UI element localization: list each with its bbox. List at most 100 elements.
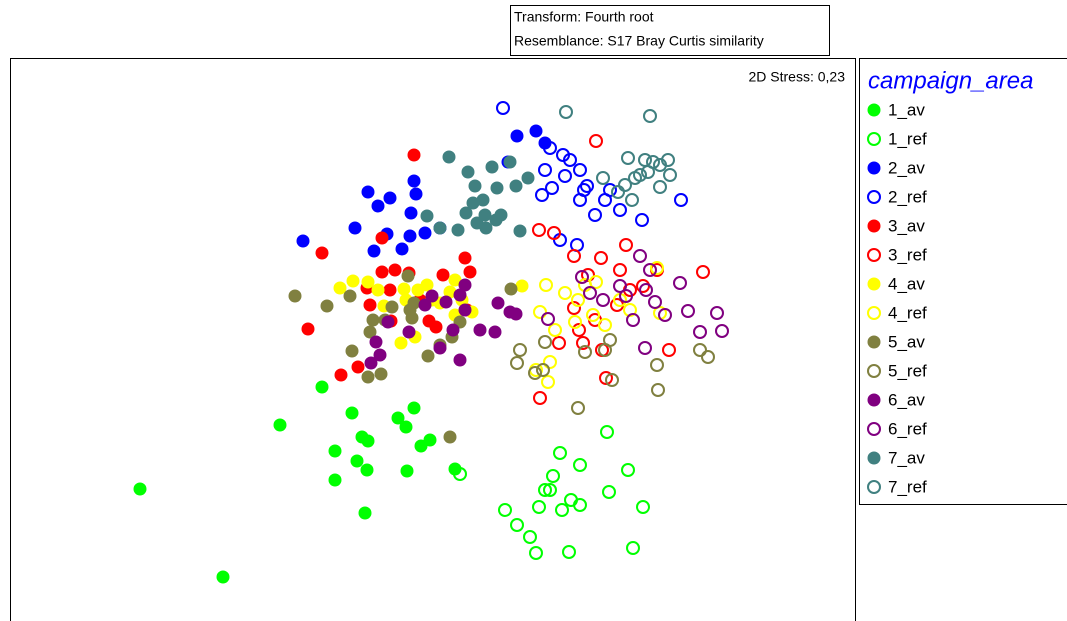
point (626, 313, 640, 327)
point (348, 221, 362, 235)
point (546, 469, 560, 483)
point (399, 420, 413, 434)
legend-label: 6_av (888, 390, 925, 409)
point (536, 363, 550, 377)
point (541, 312, 555, 326)
point (361, 434, 375, 448)
point (572, 323, 586, 337)
point (626, 541, 640, 555)
point (599, 371, 613, 385)
point (633, 249, 647, 263)
legend-label: 1_ref (888, 129, 927, 148)
point (674, 193, 688, 207)
point (383, 283, 397, 297)
legend-marker (867, 422, 881, 436)
legend-marker (867, 451, 881, 465)
point (420, 278, 434, 292)
point (458, 303, 472, 317)
point (571, 401, 585, 415)
point (586, 308, 600, 322)
point (401, 269, 415, 283)
point (463, 265, 477, 279)
point (621, 463, 635, 477)
point (391, 411, 405, 425)
point (619, 289, 633, 303)
point (436, 268, 450, 282)
point (573, 163, 587, 177)
point (394, 336, 408, 350)
point (328, 473, 342, 487)
point (619, 238, 633, 252)
point (381, 315, 395, 329)
point (494, 208, 508, 222)
point (446, 323, 460, 337)
point (373, 348, 387, 362)
point (558, 169, 572, 183)
point (613, 263, 627, 277)
point (345, 406, 359, 420)
point (433, 221, 447, 235)
transform-label: Transform: Fourth root (514, 9, 654, 25)
point (573, 498, 587, 512)
point (418, 298, 432, 312)
point (461, 165, 475, 179)
point (361, 185, 375, 199)
point (488, 325, 502, 339)
point (538, 163, 552, 177)
point (613, 279, 627, 293)
point (414, 439, 428, 453)
point (533, 305, 547, 319)
point (639, 283, 653, 297)
point (628, 171, 642, 185)
point (425, 289, 439, 303)
point (636, 279, 650, 293)
point (521, 171, 535, 185)
legend-marker (867, 190, 881, 204)
point (568, 315, 582, 329)
point (573, 458, 587, 472)
point (404, 206, 418, 220)
point (479, 221, 493, 235)
point (420, 209, 434, 223)
point (397, 282, 411, 296)
point (375, 265, 389, 279)
point (360, 463, 374, 477)
point (443, 430, 457, 444)
legend-label: 7_av (888, 448, 925, 467)
legend-marker (867, 103, 881, 117)
point (407, 401, 421, 415)
point (333, 281, 347, 295)
point (650, 358, 664, 372)
point (371, 283, 385, 297)
point (600, 425, 614, 439)
point (538, 335, 552, 349)
plot-frame (10, 58, 856, 621)
point (651, 383, 665, 397)
stress-label: 2D Stress: 0,23 (749, 69, 846, 85)
point (693, 343, 707, 357)
point (673, 276, 687, 290)
point (503, 155, 517, 169)
point (334, 368, 348, 382)
point (538, 483, 552, 497)
point (555, 503, 569, 517)
point (578, 345, 592, 359)
point (558, 286, 572, 300)
point (458, 278, 472, 292)
point (643, 109, 657, 123)
legend-marker (867, 277, 881, 291)
point (596, 171, 610, 185)
point (328, 444, 342, 458)
point (701, 350, 715, 364)
point (533, 391, 547, 405)
point (374, 367, 388, 381)
legend-label: 1_av (888, 100, 925, 119)
point (503, 305, 517, 319)
point (453, 353, 467, 367)
point (613, 203, 627, 217)
point (369, 335, 383, 349)
point (478, 208, 492, 222)
point (581, 268, 595, 282)
point (315, 246, 329, 260)
point (504, 282, 518, 296)
